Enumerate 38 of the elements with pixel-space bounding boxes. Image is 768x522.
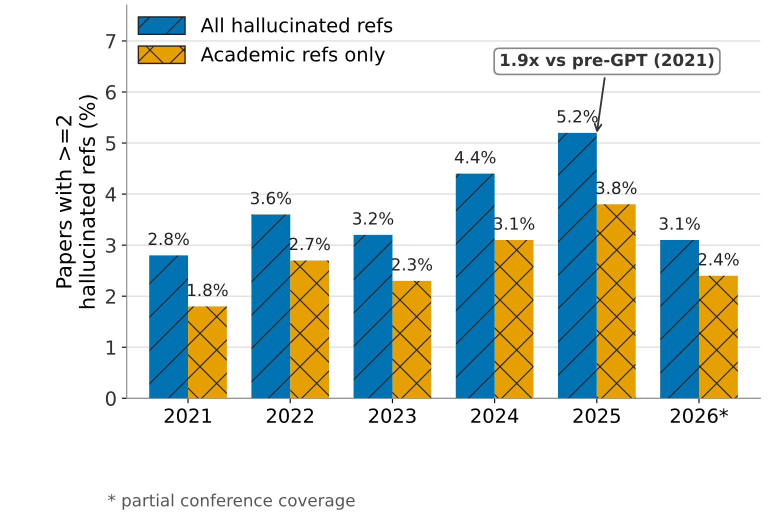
y-tick-label: 3 xyxy=(106,238,116,253)
y-tick-label: 4 xyxy=(106,187,116,202)
bar xyxy=(456,174,495,398)
x-tick-label: 2021 xyxy=(164,408,211,424)
x-tick-label: 2025 xyxy=(573,408,620,424)
bar xyxy=(149,255,188,398)
data-label: 3.1% xyxy=(660,217,700,230)
data-label: 4.4% xyxy=(454,150,496,164)
x-tick-label: 2022 xyxy=(266,408,314,424)
y-tick-label: 2 xyxy=(106,289,116,304)
bar xyxy=(290,260,330,398)
y-tick-label: 0 xyxy=(106,391,116,406)
legend-label: Academic refs only xyxy=(200,46,385,66)
legend-label: All hallucinated refs xyxy=(200,17,392,33)
x-tick-label: 2023 xyxy=(369,408,416,424)
annotation: 1.9x vs pre-GPT (2021) xyxy=(501,53,714,70)
y-tick-label: 1 xyxy=(106,340,116,355)
data-label: 5.2% xyxy=(558,110,598,123)
y-tick-label: 5 xyxy=(106,136,116,151)
y-tick-label: 6 xyxy=(106,84,116,100)
x-tick-label: 2026* xyxy=(670,408,728,424)
text: * partial conference coverage xyxy=(108,494,355,510)
data-label: 3.2% xyxy=(353,212,394,225)
bar xyxy=(188,306,227,398)
bar xyxy=(699,276,738,398)
bar xyxy=(392,280,432,398)
bar xyxy=(558,132,597,398)
data-label: 3.6% xyxy=(250,192,292,204)
bar xyxy=(660,240,700,398)
y-axis-title: Papers with >=2 hallucinated refs (%) xyxy=(56,95,98,308)
data-label: 2.8% xyxy=(148,232,189,246)
x-tick-label: 2024 xyxy=(471,408,518,424)
bar xyxy=(354,234,392,398)
bar xyxy=(251,214,290,398)
bar xyxy=(596,204,636,398)
bar xyxy=(494,240,534,398)
y-tick-label: 7 xyxy=(106,34,116,48)
data-label: 1.8% xyxy=(188,284,228,296)
